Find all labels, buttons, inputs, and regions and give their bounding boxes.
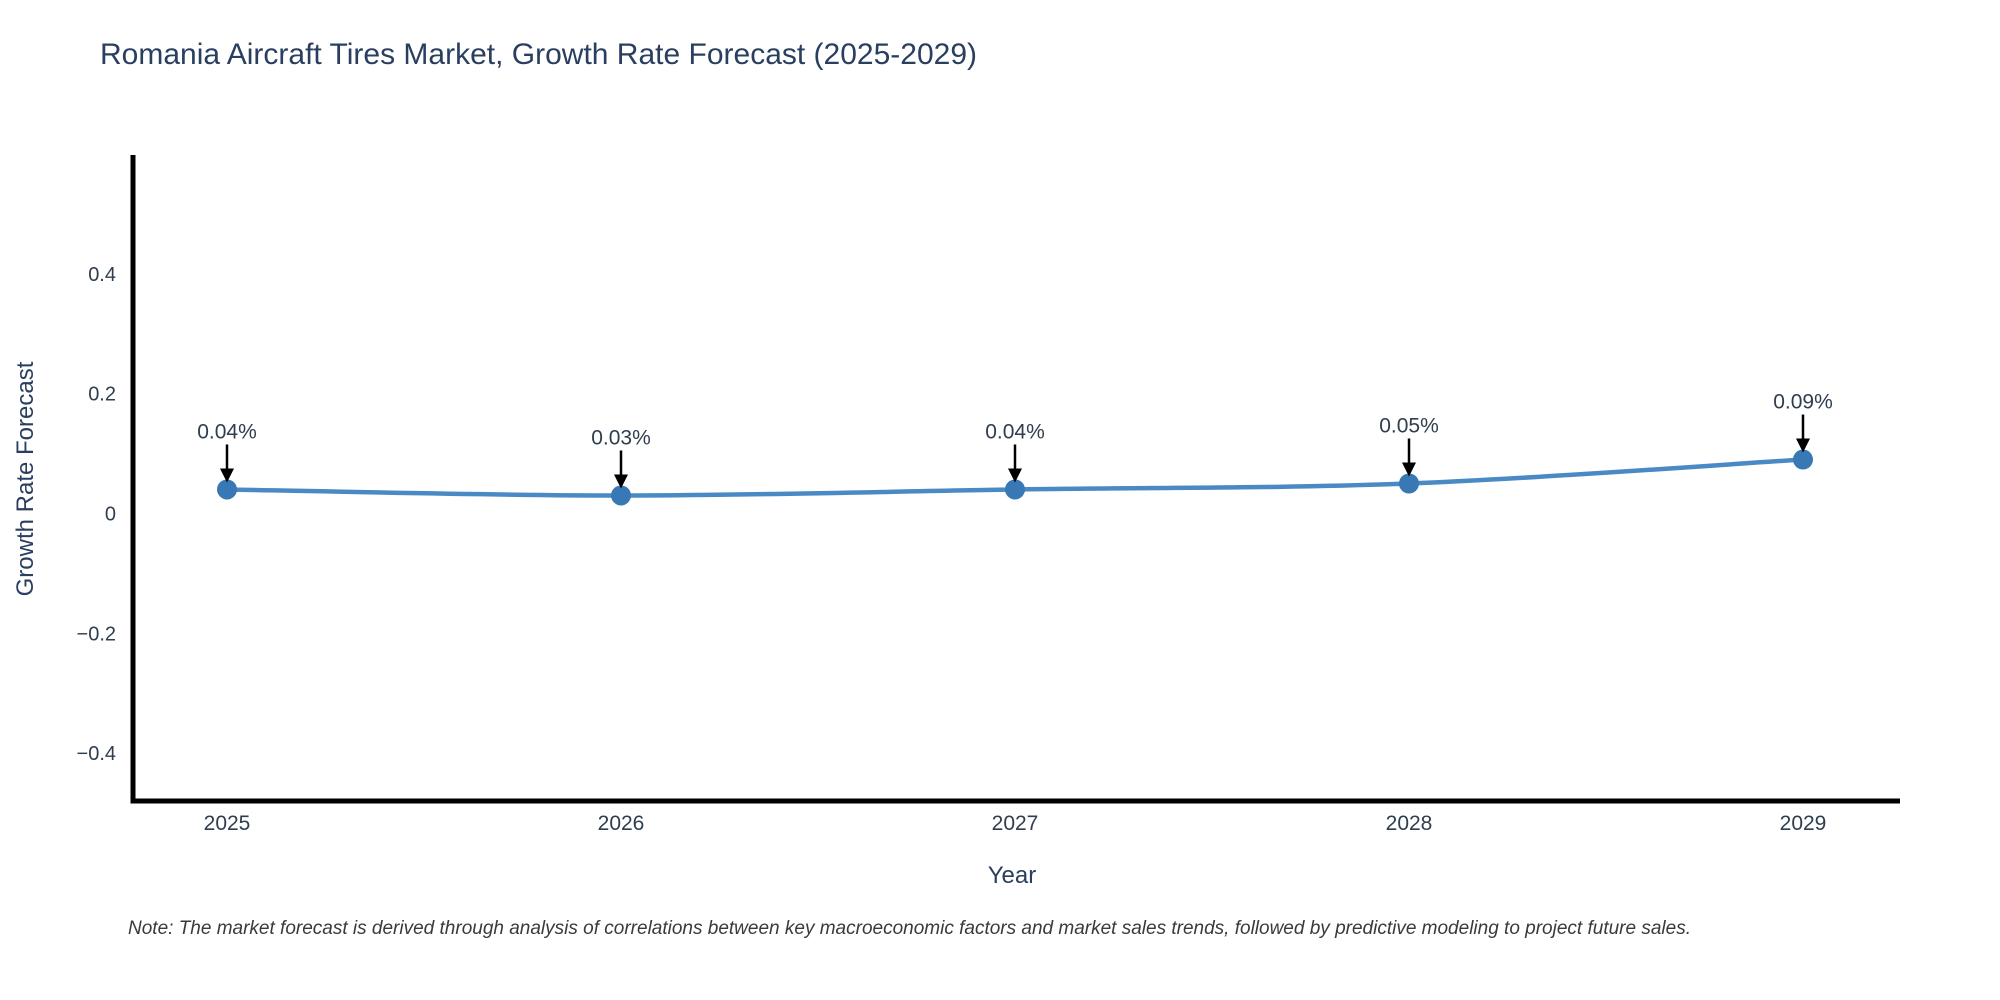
x-axis-title: Year (987, 862, 1037, 889)
x-tick-label: 2026 (598, 812, 645, 835)
point-value-label: 0.09% (1773, 391, 1833, 414)
point-value-label: 0.04% (197, 420, 257, 443)
x-tick-label: 2029 (1780, 812, 1827, 835)
x-tick-label: 2025 (204, 812, 251, 835)
x-tick-label: 2028 (1386, 812, 1433, 835)
annotation-arrowhead-icon (614, 474, 628, 489)
annotation-arrowhead-icon (1796, 438, 1810, 453)
point-value-label: 0.03% (591, 426, 651, 449)
y-tick-label: 0.4 (88, 264, 116, 286)
annotation-arrowhead-icon (1402, 462, 1416, 477)
y-tick-label: −0.2 (77, 623, 116, 645)
data-point-marker[interactable] (611, 485, 631, 506)
y-tick-label: −0.4 (77, 743, 116, 765)
point-value-label: 0.05% (1379, 414, 1439, 437)
footnote: Note: The market forecast is derived thr… (128, 918, 1691, 939)
data-point-marker[interactable] (1005, 479, 1025, 500)
y-tick-label: 0 (105, 503, 116, 525)
annotation-arrowhead-icon (220, 468, 234, 483)
data-point-marker[interactable] (1793, 449, 1813, 470)
data-point-marker[interactable] (217, 479, 237, 500)
point-value-label: 0.04% (985, 420, 1045, 443)
annotation-arrowhead-icon (1008, 468, 1022, 483)
y-tick-label: 0.2 (88, 384, 116, 406)
chart-title: Romania Aircraft Tires Market, Growth Ra… (100, 38, 978, 71)
x-tick-label: 2027 (992, 812, 1039, 835)
data-point-marker[interactable] (1399, 473, 1419, 494)
